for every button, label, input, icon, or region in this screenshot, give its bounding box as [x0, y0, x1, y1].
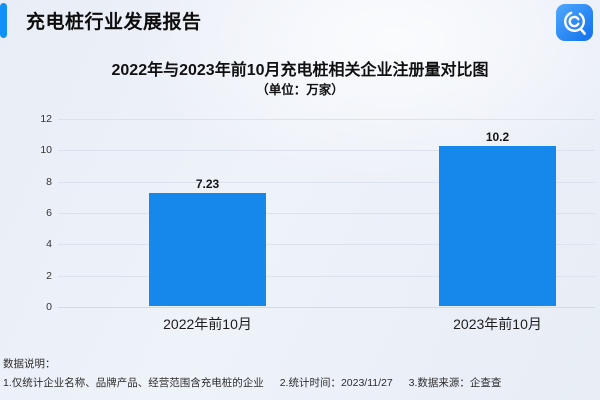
header-accent-bar	[0, 3, 7, 38]
data-notes-label: 数据说明：	[3, 358, 56, 370]
y-tick-label-8: 8	[46, 175, 52, 188]
bar-2022年前10月	[149, 193, 266, 306]
note-item-scope: 1.仅统计企业名称、品牌产品、经营范围含充电桩的企业	[3, 377, 264, 389]
gridline-y-12	[58, 119, 595, 120]
bar-value-label: 7.23	[195, 177, 220, 191]
gridline-y-10	[58, 150, 595, 152]
chart-subtitle: （单位：万家）	[256, 83, 344, 97]
y-tick-label-2: 2	[46, 269, 52, 282]
note-item-source: 3.数据来源：企查查	[408, 377, 502, 389]
gridline-y-2	[58, 275, 595, 277]
y-tick-label-12: 12	[40, 113, 52, 125]
y-tick-label-6: 6	[46, 207, 52, 219]
gridline-y-6	[58, 213, 595, 214]
y-tick-label-10: 10	[40, 144, 52, 157]
note-item-stat-time: 2.统计时间：2023/11/27	[279, 377, 393, 389]
chart-title: 2022年与2023年前10月充电桩相关企业注册量对比图	[111, 62, 489, 79]
bar-2023年前10月	[439, 146, 556, 306]
qichacha-logo-icon	[556, 4, 593, 41]
y-tick-label-4: 4	[46, 238, 52, 251]
x-category-label: 2023年前10月	[453, 316, 542, 332]
gridline-y-4	[58, 244, 595, 246]
y-tick-label-0: 0	[46, 301, 52, 313]
data-notes-line: 1.仅统计企业名称、品牌产品、经营范围含充电桩的企业 2.统计时间：2023/1…	[3, 375, 501, 390]
report-title: 充电桩行业发展报告	[26, 12, 202, 33]
gridline-y-8	[58, 181, 595, 183]
plot-area: 0 2 4 6 8 10 12 7.23 2022年前10月 10.2 2023年前10月	[40, 113, 595, 332]
bar-value-label: 10.2	[485, 130, 510, 144]
gridline-y-0	[58, 307, 595, 308]
x-category-label: 2022年前10月	[163, 316, 252, 332]
